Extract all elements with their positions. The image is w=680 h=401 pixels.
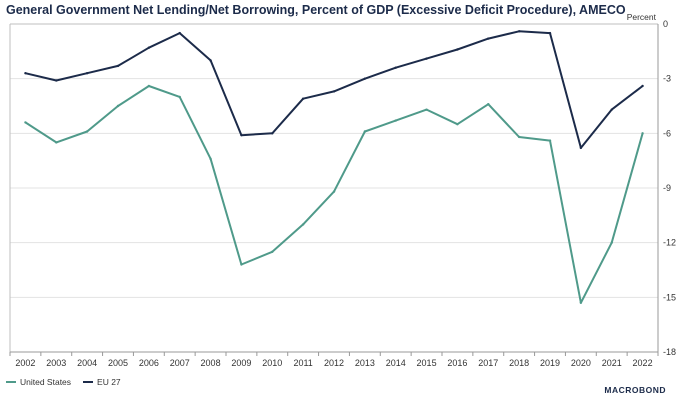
x-tick-label-3: 2005 (108, 358, 128, 368)
legend-label-eu: EU 27 (97, 377, 121, 387)
data-point-s0-10 (332, 190, 336, 193)
x-tick-label-19: 2021 (602, 358, 622, 368)
y-tick-label-0: 0 (663, 19, 668, 29)
data-point-s1-15 (487, 37, 490, 40)
y-tick-label-4: -12 (663, 238, 676, 248)
chart-title: General Government Net Lending/Net Borro… (6, 3, 626, 17)
x-tick-label-17: 2019 (540, 358, 560, 368)
data-point-s0-2 (85, 130, 89, 133)
data-point-s0-17 (548, 139, 552, 142)
y-tick-label-2: -6 (663, 128, 671, 138)
x-tick-label-5: 2007 (170, 358, 190, 368)
data-point-s0-18 (579, 301, 583, 304)
legend-swatch-eu (83, 381, 94, 383)
y-tick-label-6: -18 (663, 347, 676, 357)
data-point-s1-11 (363, 77, 367, 80)
x-tick-label-18: 2020 (571, 358, 591, 368)
x-tick-label-4: 2006 (139, 358, 159, 368)
data-point-s1-12 (394, 66, 397, 69)
data-point-s0-5 (178, 95, 181, 99)
x-tick-label-9: 2011 (293, 358, 312, 368)
data-point-s1-9 (301, 97, 305, 100)
x-tick-label-16: 2018 (509, 358, 529, 368)
x-tick-label-13: 2015 (417, 358, 437, 368)
data-point-s0-1 (55, 141, 58, 144)
data-point-s0-4 (147, 84, 151, 88)
x-tick-label-12: 2014 (386, 358, 406, 368)
data-point-s1-16 (517, 30, 521, 33)
data-point-s1-2 (85, 72, 89, 75)
legend-item-eu[interactable]: EU 27 (83, 377, 121, 387)
data-point-s0-16 (517, 135, 521, 139)
x-tick-label-11: 2013 (355, 358, 375, 368)
y-tick-label-3: -9 (663, 183, 671, 193)
data-point-s0-0 (24, 121, 27, 124)
data-point-s0-11 (363, 130, 367, 133)
data-point-s1-14 (456, 48, 459, 51)
data-point-s0-15 (487, 102, 490, 106)
brand-logo: MACROBOND (604, 385, 666, 395)
x-tick-label-14: 2016 (447, 358, 467, 368)
legend-item-us[interactable]: United States (6, 377, 71, 387)
data-point-s0-12 (394, 119, 397, 122)
data-point-s0-14 (456, 123, 459, 126)
series-line-1 (25, 30, 644, 149)
x-tick-label-6: 2008 (201, 358, 221, 368)
x-tick-label-2: 2004 (77, 358, 97, 368)
y-tick-label-1: -3 (663, 74, 671, 84)
y-axis-unit-label: Percent (627, 12, 657, 22)
data-point-s1-13 (425, 57, 428, 60)
data-point-s1-1 (55, 79, 58, 82)
x-tick-label-0: 2002 (15, 358, 35, 368)
data-point-s1-20 (641, 84, 644, 88)
data-point-s1-7 (240, 133, 243, 137)
data-point-s0-13 (425, 108, 428, 111)
data-point-s0-9 (301, 223, 305, 226)
x-tick-label-1: 2003 (46, 358, 66, 368)
data-point-s1-19 (610, 108, 613, 111)
legend-label-us: United States (20, 377, 72, 387)
x-tick-label-10: 2012 (324, 358, 344, 368)
data-point-s1-3 (116, 64, 120, 68)
data-point-s1-18 (579, 146, 583, 150)
data-point-s1-8 (271, 132, 274, 135)
data-point-s1-17 (548, 31, 552, 35)
data-point-s0-3 (116, 104, 120, 108)
data-point-s1-4 (147, 46, 151, 49)
legend: United States EU 27 (6, 377, 121, 387)
x-tick-label-7: 2009 (231, 358, 251, 368)
data-point-s1-5 (178, 31, 181, 35)
y-tick-label-5: -15 (663, 292, 676, 302)
data-point-s0-19 (610, 241, 613, 244)
data-point-s0-8 (271, 250, 274, 253)
legend-swatch-us (6, 381, 16, 383)
data-point-s1-10 (332, 90, 336, 93)
data-point-s1-0 (24, 72, 27, 75)
x-tick-label-15: 2017 (478, 358, 498, 368)
data-point-s1-6 (209, 59, 212, 62)
data-point-s0-6 (209, 157, 212, 161)
series-line-0 (24, 85, 644, 304)
x-tick-label-8: 2010 (262, 358, 282, 368)
data-point-s0-7 (240, 263, 243, 266)
x-tick-label-20: 2022 (633, 358, 653, 368)
data-point-s0-20 (641, 132, 644, 135)
